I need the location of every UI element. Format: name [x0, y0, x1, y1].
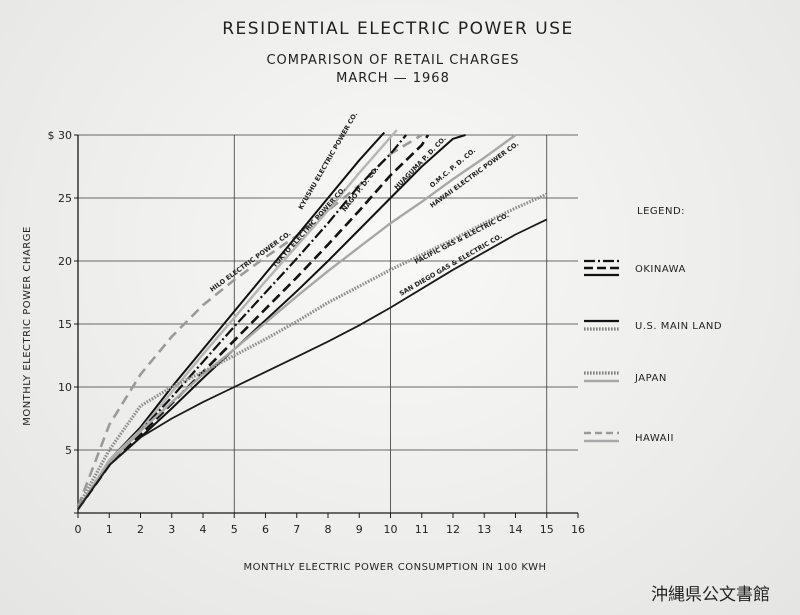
y-tick-label: 20 — [58, 255, 72, 268]
series-line — [76, 129, 398, 510]
y-axis-label: MONTHLY ELECTRIC POWER CHARGE — [22, 226, 33, 426]
x-tick-label: 7 — [293, 523, 300, 536]
x-tick-label: 9 — [356, 523, 363, 536]
legend: LEGEND: OKINAWA U.S. MAIN LAND JAPAN HAWAII — [584, 206, 722, 444]
x-tick-label: 11 — [415, 523, 429, 536]
x-tick-label: 10 — [384, 523, 398, 536]
series-line — [77, 134, 466, 510]
series-line — [76, 134, 430, 510]
x-tick-label: 15 — [540, 523, 554, 536]
axes — [74, 134, 579, 518]
chart-title: RESIDENTIAL ELECTRIC POWER USE — [222, 19, 574, 39]
x-tick-label: 6 — [262, 523, 269, 536]
series-line — [77, 134, 517, 510]
archive-stamp: 沖縄県公文書館 — [651, 585, 770, 605]
series-labels: HILO ELECTRIC POWER CO.KYUSHU ELECTRIC P… — [208, 111, 520, 298]
series-lines — [76, 129, 548, 510]
y-tick-label: 5 — [65, 444, 72, 457]
x-axis-label: MONTHLY ELECTRIC POWER CONSUMPTION IN 10… — [244, 562, 547, 573]
x-tick-label: 0 — [75, 523, 82, 536]
series-line — [77, 218, 548, 510]
legend-entry-label: U.S. MAIN LAND — [635, 321, 722, 332]
x-tick-label: 1 — [106, 523, 113, 536]
x-tick-label: 2 — [137, 523, 144, 536]
chart-subtitle-line-2: MARCH — 1968 — [336, 71, 450, 86]
legend-entry-label: OKINAWA — [635, 264, 686, 275]
legend-entry-label: HAWAII — [635, 433, 674, 444]
x-tick-label: 3 — [168, 523, 175, 536]
legend-entry-label: JAPAN — [634, 373, 667, 384]
y-tick-label: 10 — [58, 381, 72, 394]
x-tick-label: 4 — [200, 523, 207, 536]
x-tick-label: 5 — [231, 523, 238, 536]
grid-lines — [78, 134, 578, 513]
x-tick-label: 12 — [446, 523, 460, 536]
y-tick-label: 15 — [58, 318, 72, 331]
legend-title: LEGEND: — [637, 206, 685, 217]
x-tick-label: 14 — [509, 523, 523, 536]
x-tick-label: 8 — [325, 523, 332, 536]
series-line — [76, 133, 423, 508]
x-tick-label: 16 — [571, 523, 585, 536]
chart-subtitle-line-1: COMPARISON OF RETAIL CHARGES — [266, 53, 519, 68]
y-tick-label: $ 30 — [48, 129, 73, 142]
y-tick-label: 25 — [58, 192, 72, 205]
x-tick-label: 13 — [477, 523, 491, 536]
